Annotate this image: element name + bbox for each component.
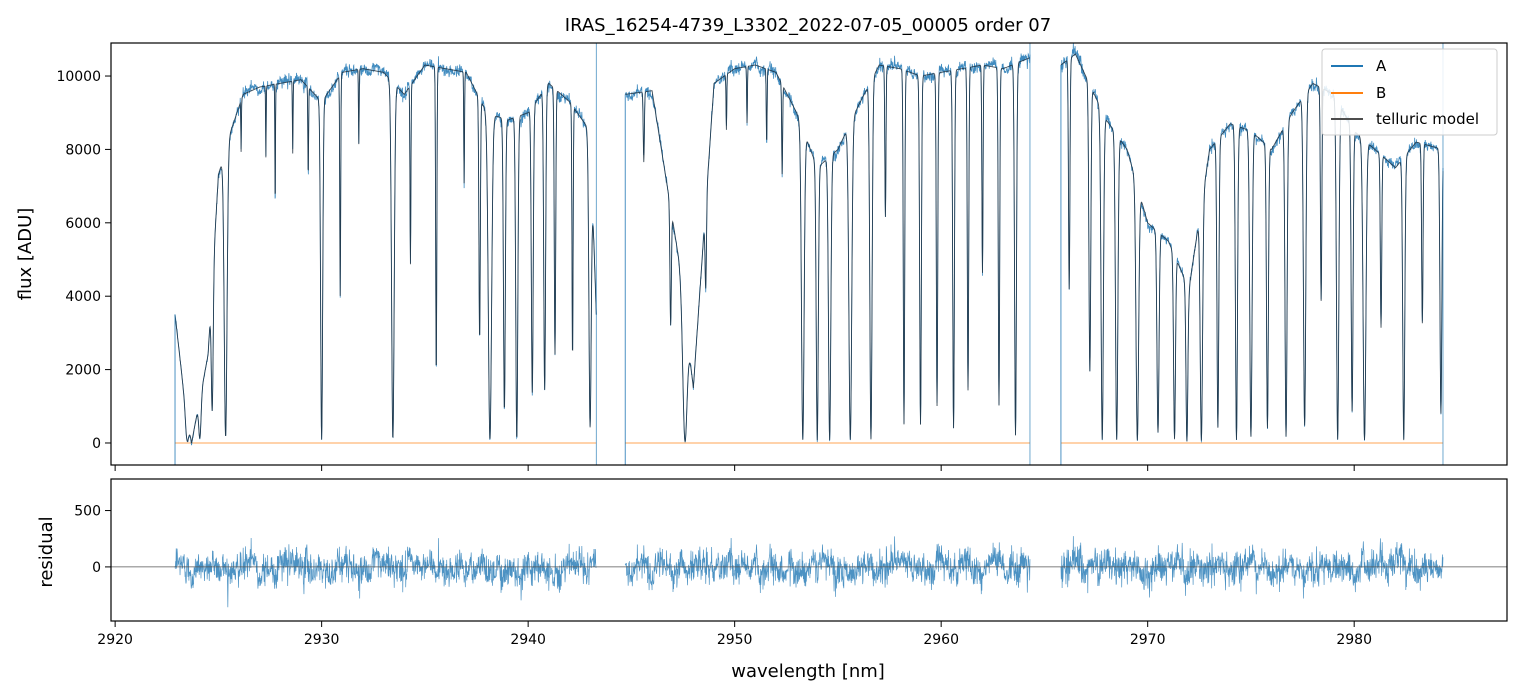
chart-title: IRAS_16254-4739_L3302_2022-07-05_00005 o… <box>565 15 1051 36</box>
residual-y-tick-label: 500 <box>74 504 101 520</box>
residual-x-ticks: 2920 2930 2940 2950 2960 2970 2980 <box>97 621 1372 648</box>
telluric-model-segment-2 <box>625 57 1031 442</box>
flux-y-tick-label: 0 <box>92 436 101 452</box>
telluric-model-segment-1 <box>174 64 597 444</box>
legend-box <box>1321 48 1498 136</box>
flux-y-tick-label: 6000 <box>65 216 101 232</box>
series-a-segment-1 <box>174 56 597 446</box>
legend: A B telluric model <box>1321 48 1498 136</box>
residual-x-tick-label: 2920 <box>97 632 133 648</box>
residual-x-tick-label: 2970 <box>1130 632 1166 648</box>
residual-plot-area <box>111 536 1507 608</box>
residual-y-label: residual <box>36 516 57 587</box>
residual-axes-frame <box>110 478 1508 622</box>
flux-y-tick-label: 4000 <box>65 289 101 305</box>
residual-x-tick-label: 2940 <box>510 632 546 648</box>
residual-segment-1 <box>174 538 597 608</box>
residual-segment-3 <box>1060 536 1444 599</box>
residual-x-tick-label: 2960 <box>923 632 959 648</box>
flux-axes-frame <box>110 42 1508 466</box>
residual-x-tick-label: 2980 <box>1336 632 1372 648</box>
residual-y-tick-label: 0 <box>92 560 101 576</box>
residual-y-ticks: 0 500 <box>74 504 111 576</box>
legend-label-model: telluric model <box>1376 110 1479 128</box>
flux-y-label: flux [ADU] <box>15 208 36 301</box>
residual-x-tick-label: 2930 <box>304 632 340 648</box>
flux-y-tick-label: 2000 <box>65 363 101 379</box>
residual-panel: 0 500 2920 2930 2940 2950 2960 2970 2980 residu… <box>36 478 1508 682</box>
residual-segment-2 <box>624 536 1031 597</box>
flux-plot-area <box>174 43 1444 465</box>
flux-y-ticks: 0 2000 4000 6000 8000 10000 <box>56 69 111 452</box>
legend-label-b: B <box>1376 84 1386 102</box>
residual-x-tick-label: 2950 <box>717 632 753 648</box>
legend-label-a: A <box>1376 57 1387 75</box>
flux-x-ticks <box>114 465 1355 471</box>
flux-y-tick-label: 10000 <box>56 69 101 85</box>
telluric-model-segment-3 <box>1060 53 1444 442</box>
residual-x-label: wavelength [nm] <box>731 661 885 682</box>
flux-panel: 0 2000 4000 6000 8000 10000 flux [ADU] A B te… <box>15 42 1508 471</box>
flux-y-tick-label: 8000 <box>65 142 101 158</box>
